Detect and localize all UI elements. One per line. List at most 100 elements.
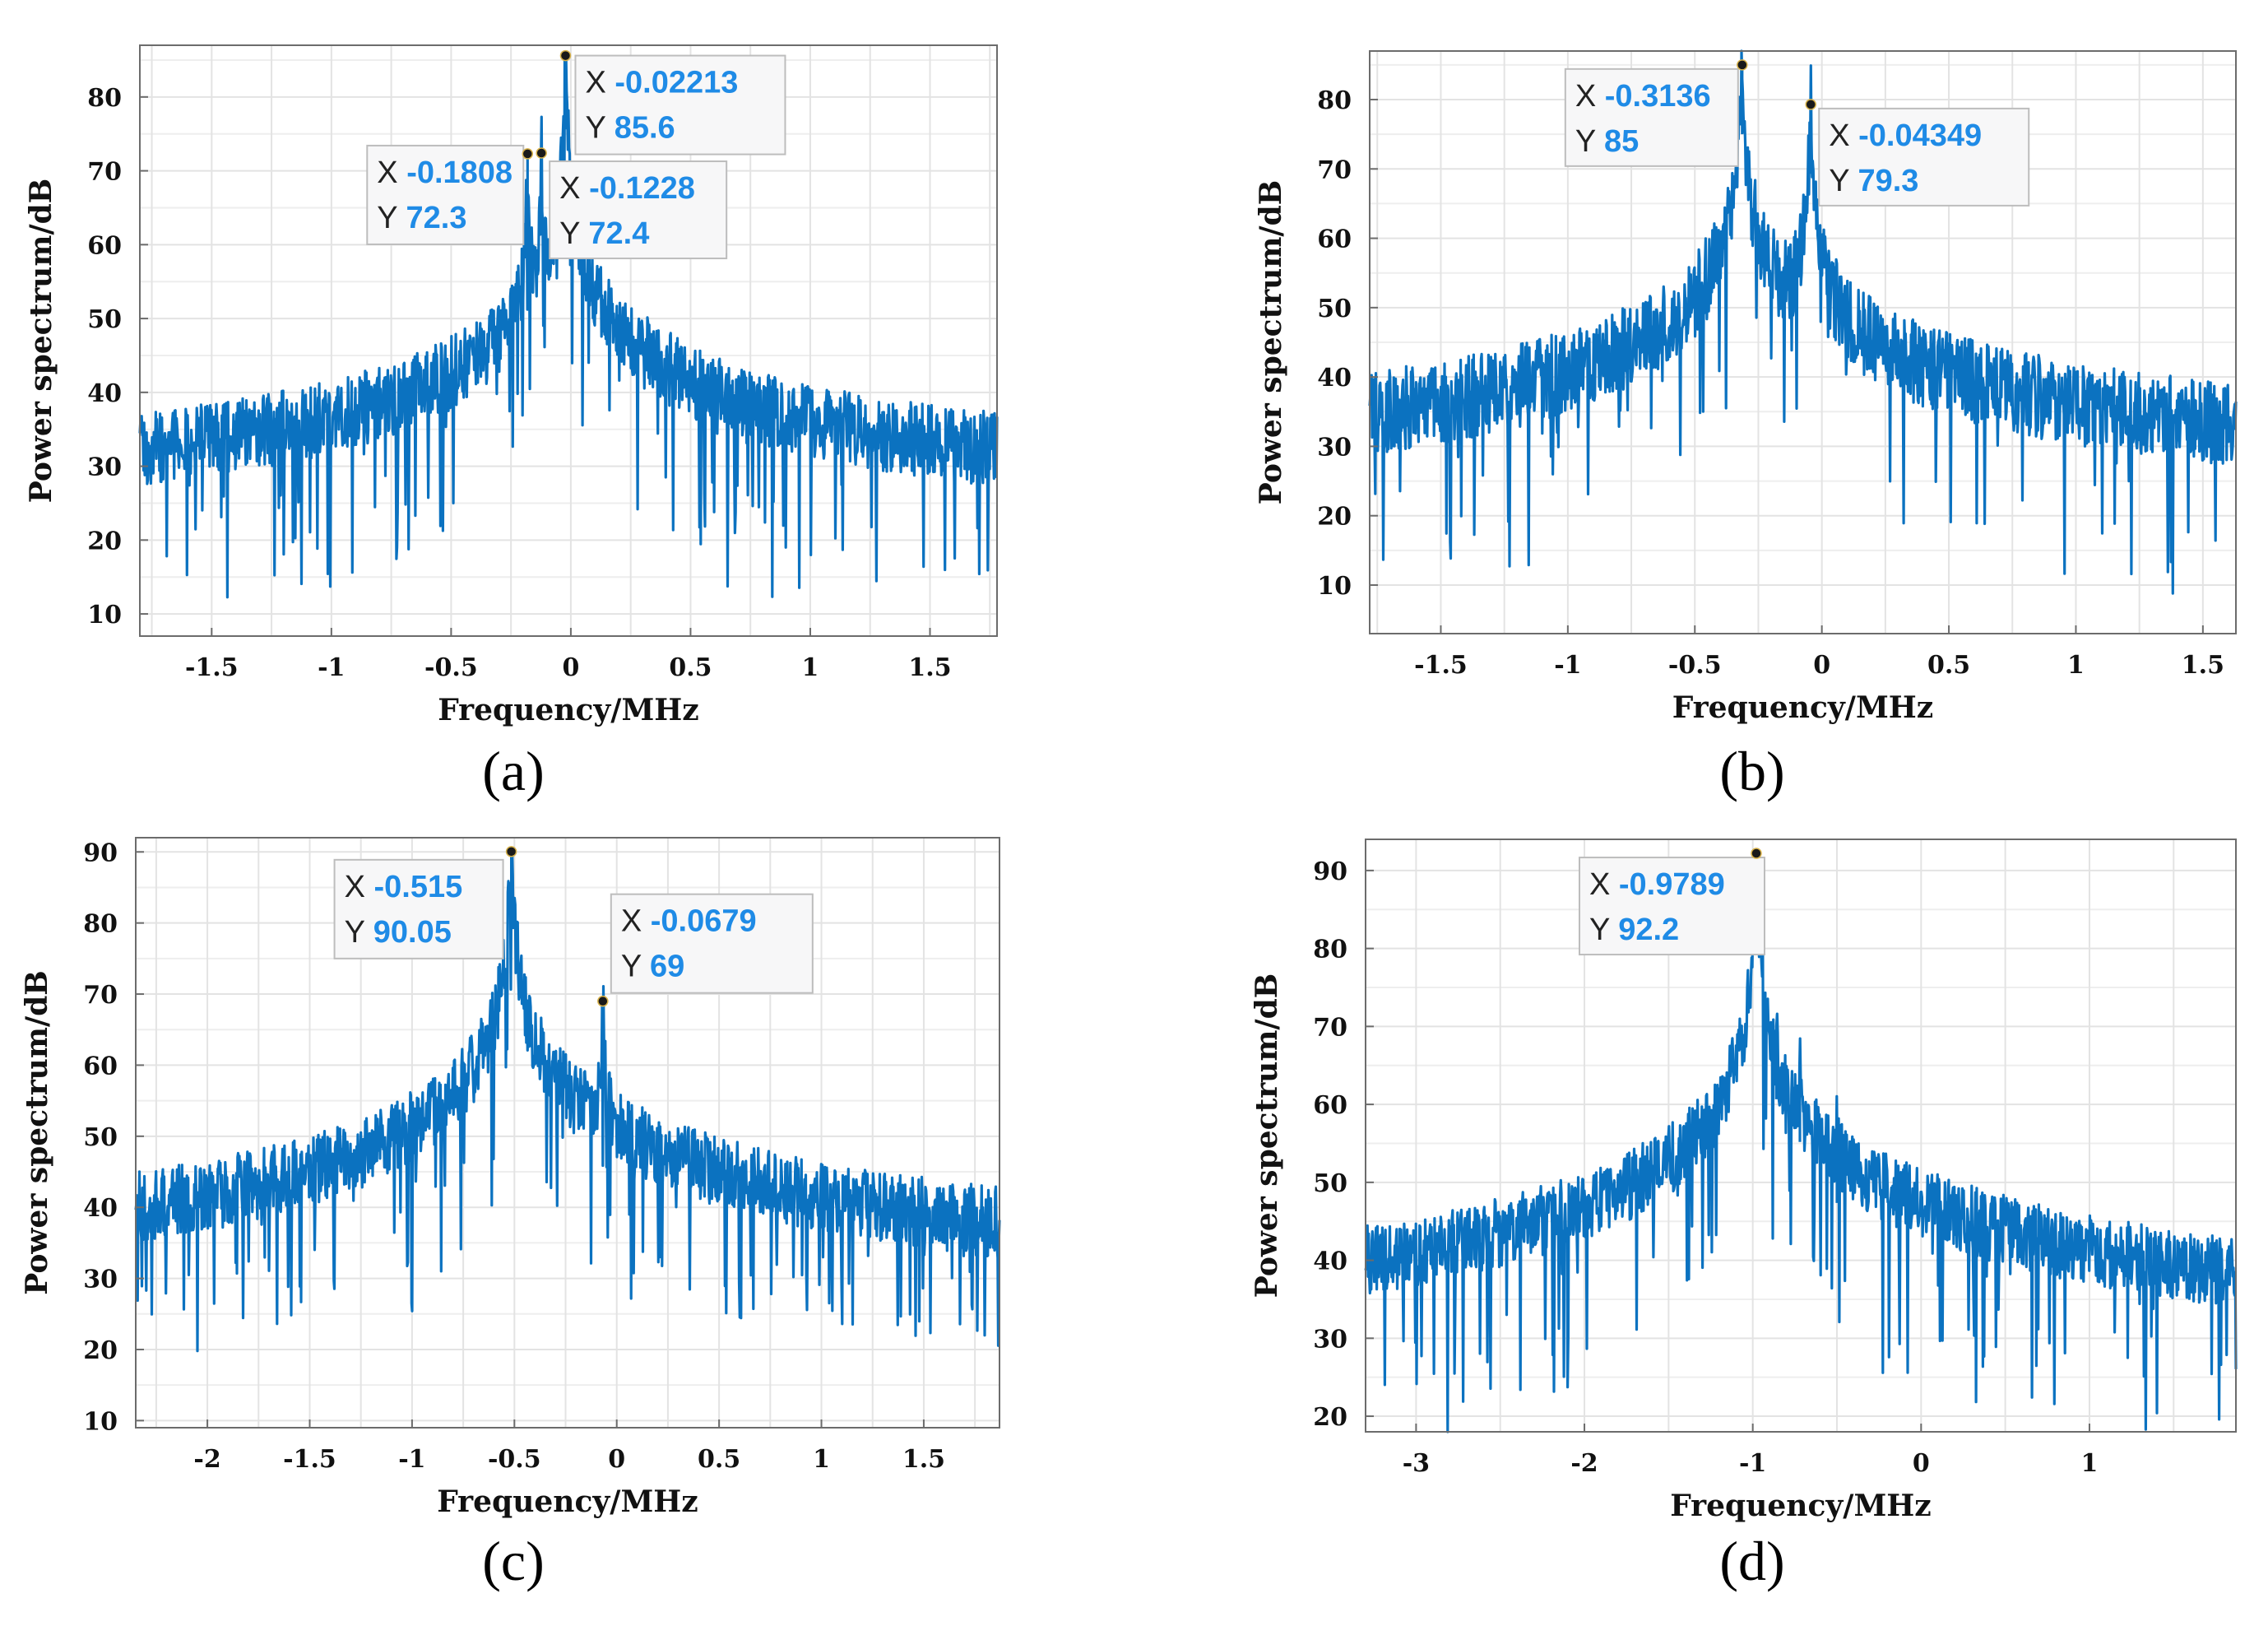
- y-tick-label: 40: [1313, 1247, 1347, 1276]
- y-tick-label: 40: [87, 379, 122, 408]
- datatip-y-label: Y: [1589, 913, 1618, 947]
- x-tick-label: 1.5: [2182, 651, 2224, 680]
- datatip: X -0.3136 Y 85: [1564, 59, 1748, 167]
- datatip-y-row: Y 72.3: [377, 201, 466, 235]
- datatip-x-value: -0.02213: [615, 66, 738, 100]
- axes-box: [1365, 839, 2237, 1433]
- datatip-x-label: X: [1829, 118, 1858, 153]
- datatip-marker[interactable]: [559, 49, 572, 62]
- datatip-x-value: -0.0679: [651, 904, 757, 939]
- datatip-x-row: X -0.02213: [585, 66, 738, 100]
- y-tick-label: 50: [87, 305, 122, 334]
- datatip-marker[interactable]: [522, 148, 534, 160]
- datatip-x-label: X: [585, 66, 615, 100]
- datatip-y-label: Y: [585, 111, 614, 146]
- datatip-x-value: -0.515: [373, 870, 462, 904]
- datatip-box: [1578, 857, 1765, 956]
- axes-box: [139, 44, 998, 637]
- x-tick-label: 1: [2081, 1449, 2099, 1478]
- axes-box: [1369, 50, 2237, 634]
- datatip-x-label: X: [377, 156, 406, 190]
- y-tick-label: 80: [87, 84, 122, 113]
- chart-panel-b: -1.5 -1 -0.5 0 0.5 1 1.5 10 20 30 40 50 60 70 80 Freque…: [1254, 49, 2238, 725]
- datatip-y-label: Y: [1575, 124, 1604, 159]
- datatip-box: [549, 160, 728, 260]
- x-tick-label: -0.5: [488, 1445, 541, 1474]
- datatip-marker[interactable]: [1751, 848, 1762, 859]
- x-axis-title: Frequency/MHz: [437, 1484, 698, 1519]
- x-tick-label: 0: [1913, 1449, 1930, 1478]
- y-tick-label: 10: [87, 601, 122, 630]
- y-tick-label: 50: [83, 1123, 118, 1152]
- spectrum-trace: [138, 50, 999, 599]
- datatip-y-row: Y 85.6: [585, 111, 675, 146]
- panel-caption: (d): [1719, 1530, 1784, 1592]
- datatip-marker[interactable]: [505, 846, 517, 857]
- panel-caption: (b): [1719, 740, 1784, 802]
- y-tick-label: 30: [1317, 433, 1352, 462]
- datatip-y-row: Y 69: [621, 950, 685, 984]
- datatip-marker[interactable]: [536, 147, 547, 159]
- datatip-y-label: Y: [1829, 164, 1858, 198]
- datatip: X -0.515 Y 90.05: [333, 846, 517, 959]
- spectrum-trace: [1368, 49, 2238, 595]
- y-tick-label: 40: [83, 1194, 118, 1223]
- datatip-marker[interactable]: [1805, 99, 1816, 110]
- y-tick-label: 90: [83, 839, 118, 867]
- y-tick-label: 10: [1317, 572, 1352, 601]
- datatip-y-row: Y 72.4: [559, 216, 649, 251]
- x-tick-label: -0.5: [424, 653, 478, 682]
- datatip-y-value: 72.3: [406, 201, 467, 235]
- chart-panel-d: -3 -2 -1 0 1 20 30 40 50 60 70 80 90 Frequency/MHz Pow…: [1250, 839, 2238, 1523]
- y-tick-label: 60: [1313, 1091, 1347, 1120]
- x-tick-label: -3: [1403, 1449, 1430, 1478]
- datatip-y-row: Y 85: [1575, 124, 1640, 159]
- x-tick-label: -1: [318, 653, 345, 682]
- datatip-y-label: Y: [377, 201, 406, 235]
- y-axis-title: Power spectrum/dB: [1254, 180, 1288, 504]
- y-tick-label: 80: [83, 910, 118, 939]
- chart-panel-a: -1.5 -1 -0.5 0 0.5 1 1.5 10 20 30 40 50 60 70 80 Freque…: [24, 44, 999, 727]
- datatip-x-label: X: [1575, 79, 1605, 114]
- datatip-marker[interactable]: [1737, 59, 1748, 71]
- panel-caption: (c): [482, 1530, 544, 1592]
- x-tick-label: -1: [398, 1445, 425, 1474]
- x-axis-title: Frequency/MHz: [1672, 690, 1934, 725]
- y-tick-label: 50: [1313, 1169, 1347, 1198]
- datatip-y-value: 79.3: [1858, 164, 1918, 198]
- y-tick-label: 30: [87, 453, 122, 482]
- x-tick-label: 0.5: [1927, 651, 1970, 680]
- datatip-x-label: X: [1589, 867, 1619, 902]
- y-axis-title: Power spectrum/dB: [20, 970, 54, 1294]
- x-tick-label: -1.5: [1414, 651, 1468, 680]
- y-tick-label: 60: [1317, 225, 1352, 254]
- datatip-x-row: X -0.3136: [1575, 79, 1711, 114]
- datatip-y-value: 85.6: [615, 111, 675, 146]
- datatip-y-value: 69: [650, 950, 684, 984]
- x-tick-label: 0: [1813, 651, 1830, 680]
- datatip-marker[interactable]: [597, 995, 609, 1007]
- datatip-x-value: -0.9789: [1619, 867, 1725, 902]
- datatip-box: [333, 858, 504, 959]
- datatip-y-row: Y 90.05: [345, 915, 452, 950]
- x-axis-title: Frequency/MHz: [438, 693, 699, 727]
- datatip-y-value: 85: [1604, 124, 1639, 159]
- y-tick-label: 70: [1317, 156, 1352, 184]
- datatip-box: [574, 54, 786, 156]
- y-tick-label: 70: [87, 158, 122, 187]
- x-tick-label: 1.5: [908, 653, 951, 682]
- y-tick-label: 10: [83, 1407, 118, 1436]
- chart-panel-c: -2 -1.5 -1 -0.5 0 0.5 1 1.5 10 20 30 40 50 60 70 80 90 Fr…: [20, 837, 1001, 1519]
- spectrum-trace: [134, 848, 1001, 1353]
- datatip-x-label: X: [345, 870, 374, 904]
- datatip-box: [366, 144, 525, 245]
- y-tick-label: 50: [1317, 295, 1352, 323]
- x-tick-label: 0.5: [698, 1445, 740, 1474]
- datatip-x-value: -0.1808: [406, 156, 513, 190]
- x-tick-label: -2: [193, 1445, 220, 1474]
- x-tick-label: 0.5: [669, 653, 712, 682]
